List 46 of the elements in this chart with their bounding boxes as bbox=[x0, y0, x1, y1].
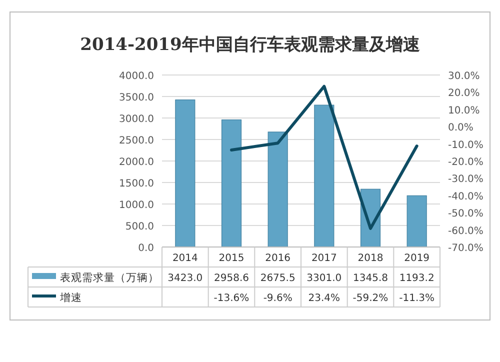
chart-title: 2014-2019年中国自行车表观需求量及增速 bbox=[80, 35, 420, 55]
y2-tick-label: -60.0% bbox=[448, 226, 484, 237]
legend-label: 增速 bbox=[59, 291, 82, 304]
bar bbox=[175, 100, 196, 248]
data-label: -59.2% bbox=[352, 293, 388, 304]
y2-tick-label: 30.0% bbox=[448, 71, 480, 82]
data-label: 3423.0 bbox=[168, 273, 203, 284]
line-series bbox=[230, 84, 418, 230]
y-tick-label: 3500.0 bbox=[119, 92, 154, 104]
x-tick-label: 2019 bbox=[404, 253, 430, 264]
data-label: 3301.0 bbox=[306, 273, 342, 284]
data-label: 23.4% bbox=[308, 293, 340, 304]
bar bbox=[314, 104, 334, 248]
y2-tick-label: -30.0% bbox=[448, 174, 484, 186]
data-label: 1193.2 bbox=[399, 273, 434, 284]
bar bbox=[221, 119, 242, 248]
y2-tick-label: -70.0% bbox=[448, 243, 484, 254]
y-tick-label: 4000.0 bbox=[119, 71, 154, 82]
y2-tick-label: 20.0% bbox=[448, 88, 480, 100]
y-tick-label: 500.0 bbox=[125, 222, 154, 232]
y2-tick-label: -40.0% bbox=[448, 191, 484, 202]
legend-label: 表观需求量（万辆） bbox=[60, 271, 159, 284]
x-tick-label: 2014 bbox=[172, 253, 198, 264]
y2-tick-label: 10.0% bbox=[448, 105, 480, 116]
x-tick-label: 2016 bbox=[265, 253, 291, 264]
x-tick-label: 2015 bbox=[218, 253, 244, 264]
bar bbox=[268, 132, 288, 248]
y-tick-label: 3000.0 bbox=[119, 114, 154, 125]
y2-tick-label: -10.0% bbox=[448, 140, 484, 151]
data-label: -11.3% bbox=[399, 293, 435, 304]
y-tick-label: 1500.0 bbox=[119, 178, 154, 190]
data-label: 2675.5 bbox=[260, 273, 296, 284]
x-tick-label: 2018 bbox=[358, 253, 384, 264]
data-label: -9.6% bbox=[263, 293, 292, 304]
data-label: -13.6% bbox=[214, 293, 250, 304]
y2-tick-label: -50.0% bbox=[448, 208, 484, 220]
data-label: 1345.8 bbox=[353, 273, 388, 284]
y-tick-label: 0.0 bbox=[138, 243, 154, 254]
y-tick-label: 1000.0 bbox=[119, 200, 154, 211]
y-tick-label: 2500.0 bbox=[119, 136, 154, 146]
y2-tick-label: -20.0% bbox=[448, 157, 484, 168]
bar bbox=[406, 195, 427, 248]
data-label: 2958.6 bbox=[214, 273, 249, 284]
y2-tick-label: 0.0% bbox=[448, 122, 474, 134]
y-tick-label: 2000.0 bbox=[119, 157, 154, 168]
x-tick-label: 2017 bbox=[311, 253, 337, 264]
